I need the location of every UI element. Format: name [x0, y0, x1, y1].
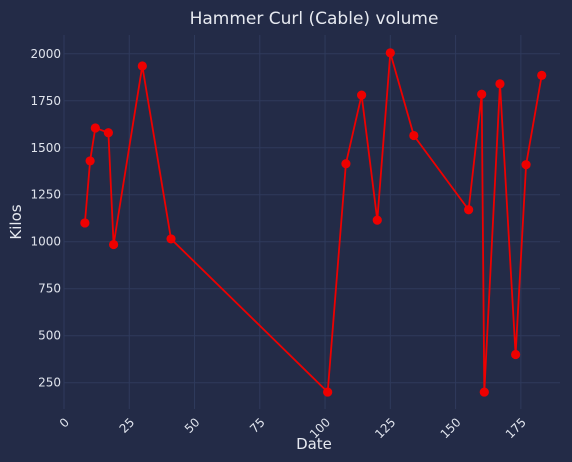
- data-point: [409, 130, 419, 141]
- y-tick-label: 750: [38, 282, 61, 296]
- data-point: [477, 89, 487, 99]
- y-tick-label: 2000: [30, 47, 61, 61]
- y-tick-label: 1250: [30, 188, 61, 202]
- y-tick-label: 250: [38, 376, 61, 390]
- y-tick-label: 1500: [30, 141, 61, 155]
- y-tick-label: 1750: [30, 94, 61, 108]
- data-point: [90, 123, 100, 133]
- data-point: [511, 349, 521, 360]
- data-point: [341, 159, 351, 169]
- data-point: [103, 128, 113, 138]
- data-point: [137, 61, 147, 71]
- data-point: [323, 387, 333, 397]
- grid: [63, 35, 560, 409]
- y-axis-label: Kilos: [7, 204, 25, 239]
- y-tick-label: 1000: [30, 235, 61, 249]
- series-line: [84, 52, 543, 395]
- data-point: [495, 79, 505, 89]
- data-point: [85, 156, 95, 166]
- data-point: [372, 215, 382, 225]
- chart-title: Hammer Curl (Cable) volume: [190, 9, 439, 29]
- data-point: [479, 387, 489, 397]
- data-point: [166, 234, 176, 244]
- y-tick-label: 500: [38, 329, 61, 343]
- data-point: [357, 90, 367, 100]
- data-point: [537, 70, 547, 81]
- series: [80, 48, 547, 397]
- x-axis-label: Date: [296, 435, 332, 453]
- data-point: [464, 205, 474, 215]
- data-point: [109, 239, 119, 250]
- data-point: [521, 160, 531, 170]
- data-point: [80, 218, 90, 228]
- data-point: [385, 48, 395, 58]
